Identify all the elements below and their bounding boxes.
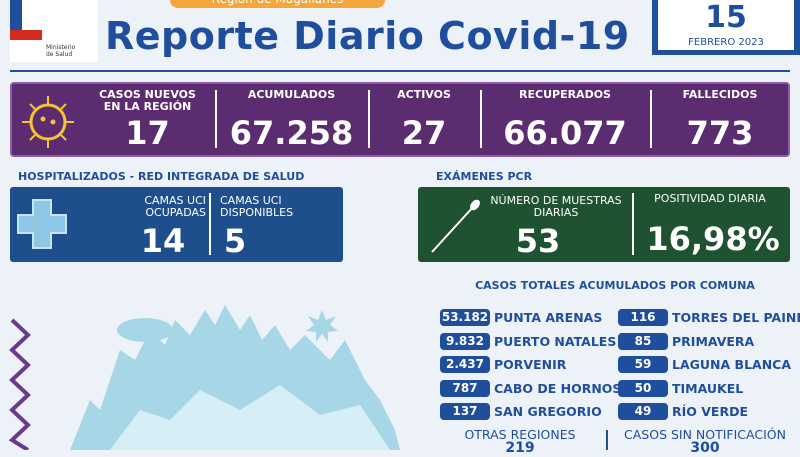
- comuna-name: PRIMAVERA: [672, 333, 755, 349]
- ministry: Ministerio de Salud: [46, 44, 76, 58]
- pcr-value: 16,98%: [646, 220, 780, 258]
- comuna-value: 59: [618, 356, 668, 373]
- comuna-value: 787: [440, 379, 490, 397]
- summary-value: 66.077: [503, 114, 627, 152]
- pcr-label: NÚMERO DE MUESTRAS DIARIAS: [490, 194, 622, 219]
- hospital-title: HOSPITALIZADOS - RED INTEGRADA DE SALUD: [18, 170, 305, 183]
- comuna-value: 50: [618, 379, 668, 397]
- divider: [368, 90, 370, 148]
- pcr-title: EXÁMENES PCR: [436, 170, 533, 183]
- comuna-value: 137: [440, 403, 490, 420]
- pcr-value: 53: [515, 222, 561, 260]
- divider: [650, 90, 652, 148]
- month: FEBRERO 2023: [688, 37, 764, 48]
- other-label: CASOS SIN NOTIFICACIÓN: [624, 427, 786, 442]
- divider: [480, 90, 482, 148]
- summary-value: 773: [686, 114, 754, 152]
- comuna-name: PUERTO NATALES: [494, 333, 617, 349]
- other-label: OTRAS REGIONES: [464, 427, 576, 442]
- comuna-name: LAGUNA BLANCA: [672, 357, 792, 372]
- day: 15: [705, 0, 747, 35]
- summary-label: RECUPERADOS: [519, 88, 611, 101]
- comuna-name: PUNTA ARENAS: [494, 310, 603, 325]
- comuna-value: 85: [618, 332, 668, 350]
- comuna-value: 116: [618, 309, 668, 326]
- region-banner: Región de Magallanes: [170, 0, 385, 8]
- logo: Ministerio de Salud: [10, 0, 98, 62]
- summary-band: [10, 82, 790, 157]
- comuna-name: SAN GREGORIO: [494, 404, 602, 419]
- comuna-name: TORRES DEL PAINE: [672, 310, 800, 325]
- summary-value: 67.258: [229, 114, 354, 152]
- other-value: 300: [690, 440, 720, 456]
- summary-value: 27: [401, 114, 447, 152]
- other-value: 219: [505, 440, 535, 456]
- date-box: 15 FEBRERO 2023: [652, 0, 800, 55]
- summary-label: FALLECIDOS: [682, 88, 758, 101]
- comuna-value: 49: [618, 403, 668, 420]
- comuna-name: CABO DE HORNOS: [494, 380, 622, 396]
- summary-label: ACUMULADOS: [247, 88, 336, 101]
- pcr-label: POSITIVIDAD DIARIA: [654, 192, 766, 205]
- cross-icon: [17, 199, 67, 249]
- comunas-title: CASOS TOTALES ACUMULADOS POR COMUNA: [475, 279, 755, 292]
- comuna-value: 2.437: [440, 356, 490, 373]
- title: Reporte Diario Covid-19: [105, 14, 630, 58]
- hospital-value: 14: [140, 222, 186, 260]
- mountains: [8, 305, 400, 450]
- divider: [215, 90, 217, 148]
- summary-value: 17: [125, 114, 170, 152]
- hospital-label: CAMAS UCI OCUPADAS: [144, 194, 206, 219]
- comuna-name: TIMAUKEL: [672, 380, 744, 396]
- comuna-value: 53.182: [440, 309, 490, 326]
- virus-icon: [22, 96, 74, 148]
- comuna-name: RÍO VERDE: [672, 404, 749, 419]
- summary-label: CASOS NUEVOS EN LA REGIÓN: [99, 88, 196, 113]
- hospital-label: CAMAS UCI DISPONIBLES: [220, 194, 294, 219]
- hospital-value: 5: [223, 222, 247, 260]
- summary-label: ACTIVOS: [397, 88, 451, 101]
- comuna-name: PORVENIR: [494, 357, 567, 372]
- pcr-box: [418, 187, 790, 262]
- swab-icon: [431, 199, 480, 253]
- comuna-value: 9.832: [440, 332, 490, 350]
